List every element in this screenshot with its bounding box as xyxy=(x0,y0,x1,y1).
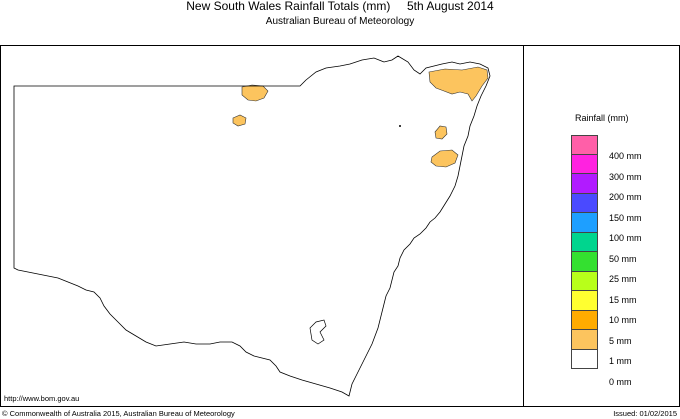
rainfall-area-north-1 xyxy=(241,84,269,102)
legend-swatch xyxy=(571,310,598,330)
legend-label: 0 mm xyxy=(609,376,632,387)
legend-label: 5 mm xyxy=(609,335,632,346)
legend-swatch xyxy=(571,271,598,291)
legend-title: Rainfall (mm) xyxy=(575,113,629,123)
map-subtitle: Australian Bureau of Meteorology xyxy=(265,16,415,27)
act-outline xyxy=(309,319,327,345)
legend-label: 10 mm xyxy=(609,315,637,325)
legend-label: 1 mm xyxy=(609,356,632,366)
legend-swatch xyxy=(571,154,598,174)
rainfall-area-coast-2 xyxy=(430,149,459,168)
legend-swatch xyxy=(571,193,598,213)
legend-swatch xyxy=(571,291,598,311)
legend-labels: 400 mm 300 mm 200 mm 150 mm 100 mm 50 mm 25 mm… xyxy=(609,150,642,396)
nsw-map xyxy=(13,55,491,397)
map-title: New South Wales Rainfall Totals (mm) 5th… xyxy=(186,0,494,13)
legend-label: 100 mm xyxy=(609,233,642,243)
legend-label: 200 mm xyxy=(609,192,642,202)
legend-swatches xyxy=(571,135,598,369)
legend-swatch xyxy=(571,232,598,252)
issued-date: Issued: 01/02/2015 xyxy=(613,409,677,418)
legend-swatch xyxy=(571,252,598,272)
legend-label: 15 mm xyxy=(609,294,637,305)
legend-label: 400 mm xyxy=(609,151,642,161)
nsw-state-outline xyxy=(13,55,491,397)
legend-label: 25 mm xyxy=(609,274,637,284)
legend-swatch xyxy=(571,135,598,155)
bom-url[interactable]: http://www.bom.gov.au xyxy=(4,394,80,403)
legend-swatch xyxy=(571,174,598,194)
lord-howe-marker xyxy=(399,125,401,127)
legend-label: 50 mm xyxy=(609,253,637,264)
legend-label: 300 mm xyxy=(609,171,642,182)
copyright-text: © Commonwealth of Australia 2015, Austra… xyxy=(2,409,235,418)
legend-label: 150 mm xyxy=(609,212,642,223)
rainfall-area-coast-1 xyxy=(434,125,448,140)
legend-swatch xyxy=(571,213,598,233)
legend-swatch xyxy=(571,330,598,350)
rainfall-area-northeast xyxy=(428,66,489,102)
legend-swatch xyxy=(571,349,598,369)
rainfall-area-north-2 xyxy=(232,114,247,127)
panel-divider xyxy=(523,45,524,407)
